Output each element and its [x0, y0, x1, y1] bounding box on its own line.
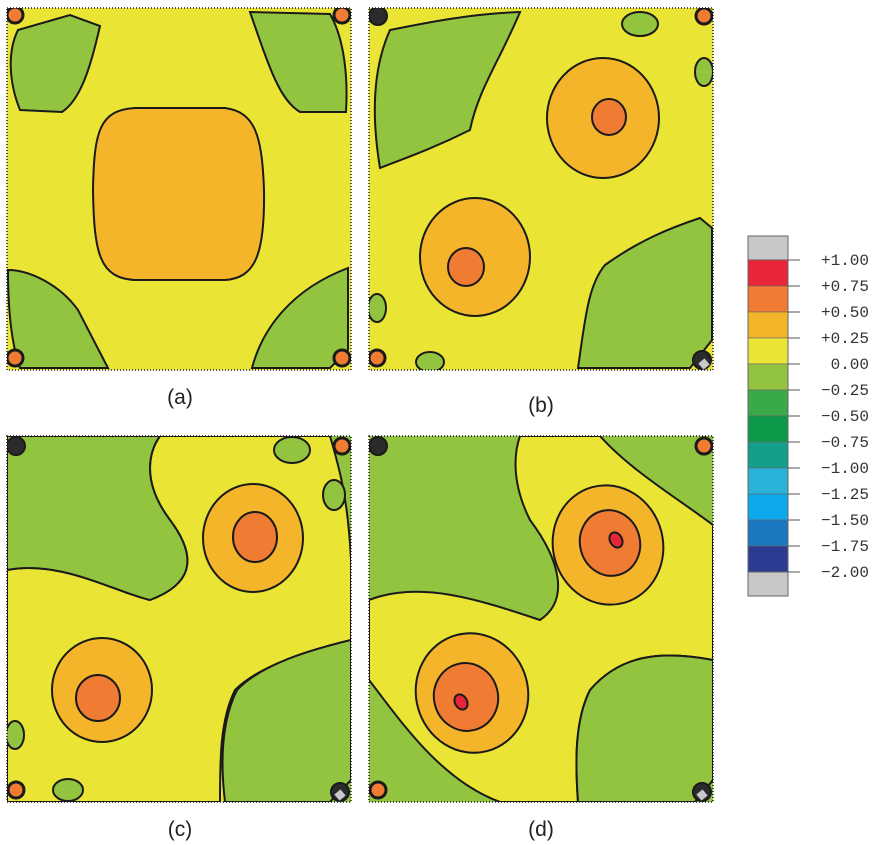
legend-band-9 [747, 493, 789, 521]
legend-band-6 [747, 415, 789, 443]
panel-d-green-bottom-right [575, 654, 713, 802]
panel-c-green-patch-bottom [52, 778, 84, 802]
panel-a-green-top-right [248, 10, 348, 113]
panel-a-green-top-left [9, 13, 102, 114]
panel-c-green-bottom-right [221, 638, 351, 802]
legend-level-label-7: −0.75 [821, 434, 869, 452]
legend-band-4 [747, 363, 789, 391]
legend-band-5 [747, 389, 789, 417]
legend-level-label-3: +0.25 [821, 330, 869, 348]
legend-bands [747, 259, 789, 573]
panel-c-peak-1-inner [232, 511, 278, 563]
panel-b-corner-singularities [369, 8, 713, 370]
legend-level-label-0: +1.00 [821, 252, 869, 270]
panel-c-label: (c) [168, 818, 193, 841]
panel-c-green-top-left [7, 436, 189, 602]
legend-level-label-8: −1.00 [821, 460, 869, 478]
legend-level-label-10: −1.50 [821, 512, 869, 530]
legend-band-1 [747, 285, 789, 313]
legend-level-label-2: +0.50 [821, 304, 869, 322]
legend-band-10 [747, 519, 789, 547]
legend-level-label-4: 0.00 [831, 356, 869, 374]
color-legend: +1.00 +0.75 +0.50 +0.25 0.00 −0.25 −0.50 −0.75 −… [747, 235, 869, 597]
panel-b-green-bottom-right [576, 216, 713, 369]
panel-a-label: (a) [167, 386, 193, 409]
panel-c-peak-2-inner [75, 674, 121, 722]
legend-level-label-6: −0.50 [821, 408, 869, 426]
legend-level-label-11: −1.75 [821, 538, 869, 556]
panel-a-corner-singularities [7, 8, 351, 368]
panel-c-green-patch-left [7, 720, 25, 750]
legend-band-11 [747, 545, 789, 573]
panel-c-corner-singularities [7, 436, 351, 802]
legend-under-swatch [747, 571, 789, 597]
panel-b-peak-2-inner [447, 247, 485, 287]
panel-c-green-patch-top-right [273, 436, 311, 464]
panel-d-peak-2-inner [453, 693, 469, 711]
panel-b-green-patch-top-right-2 [694, 57, 713, 87]
legend-band-7 [747, 441, 789, 469]
panel-a-green-bottom-right [250, 266, 349, 369]
panel-b-peak-1-inner [591, 98, 627, 136]
panel-c [6, 435, 352, 803]
panel-d [368, 435, 714, 803]
legend-band-8 [747, 467, 789, 495]
legend-over-swatch [747, 235, 789, 261]
panel-a-orange-center [91, 107, 266, 281]
panel-b-green-patch-bottom [415, 351, 445, 370]
panel-b-green-patch-left [369, 293, 387, 323]
legend-level-label-1: +0.75 [821, 278, 869, 296]
panel-c-green-patch-right [322, 479, 346, 511]
panel-a [6, 7, 352, 371]
legend-band-3 [747, 337, 789, 365]
legend-band-2 [747, 311, 789, 339]
panel-d-peak-1-inner [608, 531, 624, 549]
panel-d-label: (d) [528, 818, 554, 841]
legend-level-label-12: −2.00 [821, 564, 869, 582]
panel-a-green-bottom-left [7, 268, 110, 369]
panel-b [368, 7, 714, 371]
panel-b-label: (b) [528, 394, 554, 417]
legend-level-label-5: −0.25 [821, 382, 869, 400]
panel-b-green-patch-top-right-1 [621, 11, 659, 37]
legend-band-0 [747, 259, 789, 287]
legend-level-label-9: −1.25 [821, 486, 869, 504]
legend-ticks: +1.00 +0.75 +0.50 +0.25 0.00 −0.25 −0.50 −0.75 −… [788, 252, 869, 582]
panel-d-corner-singularities [369, 436, 713, 802]
panel-b-green-top-left [373, 10, 522, 170]
